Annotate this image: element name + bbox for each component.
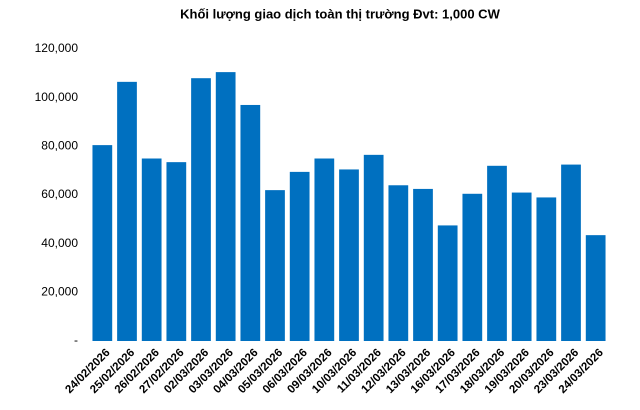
bar	[166, 162, 187, 341]
bar	[191, 78, 211, 341]
bar	[585, 235, 606, 341]
y-tick-label: 60,000	[41, 187, 78, 201]
y-tick-label: -	[74, 333, 78, 347]
y-tick-label: 20,000	[41, 285, 78, 299]
bar	[92, 145, 113, 341]
bar	[388, 185, 409, 341]
bar	[487, 165, 507, 341]
bar	[265, 190, 285, 341]
bar	[413, 188, 433, 341]
y-tick-label: 100,000	[35, 90, 79, 104]
bar	[339, 169, 359, 341]
bar	[511, 192, 532, 341]
bar	[215, 72, 236, 341]
bar	[314, 158, 335, 341]
bar	[437, 225, 458, 341]
bar	[141, 158, 162, 341]
bar	[462, 193, 483, 341]
bar	[363, 154, 384, 341]
chart-title: Khối lượng giao dịch toàn thị trường Đvt…	[180, 6, 500, 21]
y-tick-label: 80,000	[41, 139, 78, 153]
y-tick-label: 40,000	[41, 236, 78, 250]
bar	[561, 164, 581, 341]
bar	[289, 171, 310, 341]
y-tick-label: 120,000	[35, 41, 79, 55]
bar	[536, 197, 557, 341]
bar	[117, 81, 137, 341]
bar	[240, 104, 261, 341]
